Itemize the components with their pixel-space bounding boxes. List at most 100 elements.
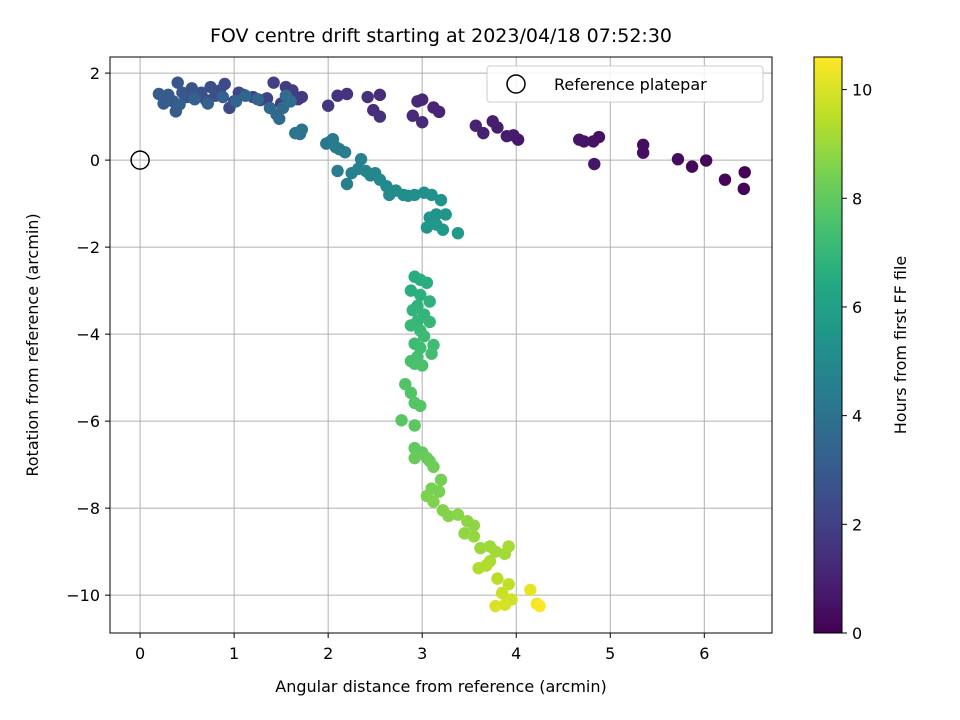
x-tick-label: 1 bbox=[229, 644, 239, 663]
x-tick-label: 5 bbox=[605, 644, 615, 663]
chart-title: FOV centre drift starting at 2023/04/18 … bbox=[210, 25, 672, 47]
data-point bbox=[176, 86, 189, 99]
data-point bbox=[439, 208, 452, 221]
data-point bbox=[486, 115, 499, 128]
plot-frame bbox=[109, 56, 773, 634]
data-point bbox=[588, 157, 601, 171]
data-point bbox=[251, 92, 264, 106]
data-point bbox=[427, 101, 440, 114]
data-point bbox=[152, 87, 166, 101]
data-point bbox=[425, 347, 438, 360]
data-point bbox=[489, 545, 502, 558]
data-point bbox=[157, 97, 170, 110]
data-point bbox=[408, 188, 421, 202]
legend-label-reference: Reference platepar bbox=[554, 75, 707, 94]
data-point bbox=[498, 598, 512, 611]
y-tick-label: −2 bbox=[76, 238, 100, 257]
x-tick-label: 2 bbox=[323, 644, 333, 663]
colorbar-tick-label: 10 bbox=[852, 81, 872, 100]
data-point bbox=[491, 572, 504, 585]
data-point bbox=[415, 116, 429, 129]
data-point bbox=[451, 508, 465, 521]
data-point bbox=[434, 473, 448, 487]
data-point bbox=[340, 177, 354, 191]
grid-lines bbox=[110, 57, 772, 633]
data-point bbox=[414, 288, 427, 302]
data-point bbox=[204, 80, 217, 94]
data-point bbox=[442, 509, 455, 523]
data-point bbox=[171, 76, 184, 89]
reference-platepar-marker bbox=[130, 150, 150, 170]
legend-box bbox=[486, 65, 764, 103]
data-point bbox=[423, 295, 436, 308]
data-point bbox=[267, 76, 280, 89]
y-tick-label: −8 bbox=[76, 499, 100, 518]
x-tick-label: 6 bbox=[699, 644, 709, 663]
data-point bbox=[273, 112, 286, 125]
data-point bbox=[415, 359, 429, 372]
colorbar-gradient bbox=[813, 56, 843, 634]
data-point bbox=[718, 173, 732, 186]
data-point bbox=[406, 109, 419, 122]
data-point bbox=[432, 485, 446, 498]
data-point bbox=[404, 284, 418, 297]
colorbar-ticks: 0 2 4 6 8 10 bbox=[842, 81, 872, 643]
y-axis-ticks: 2 0 −2 −4 −6 −8 −10 bbox=[66, 64, 110, 605]
colorbar-label: Hours from first FF file bbox=[891, 256, 910, 435]
data-point bbox=[321, 99, 335, 112]
data-point bbox=[489, 599, 502, 613]
data-point bbox=[685, 160, 699, 173]
colorbar: 0 2 4 6 8 10 Hours from first FF file bbox=[813, 56, 910, 643]
data-point bbox=[524, 583, 537, 597]
data-point bbox=[414, 399, 427, 413]
data-point bbox=[737, 182, 750, 196]
data-point bbox=[467, 519, 481, 532]
data-point bbox=[502, 540, 515, 553]
data-point bbox=[404, 386, 418, 400]
data-point bbox=[340, 87, 354, 101]
data-point bbox=[636, 146, 650, 159]
x-axis-label: Angular distance from reference (arcmin) bbox=[275, 677, 606, 696]
x-axis-ticks: 0 1 2 3 4 5 6 bbox=[135, 633, 709, 663]
data-point bbox=[469, 119, 482, 132]
data-point bbox=[406, 303, 419, 317]
data-point bbox=[361, 90, 374, 104]
data-points bbox=[130, 76, 751, 613]
data-point bbox=[289, 126, 302, 140]
data-point bbox=[425, 188, 438, 202]
data-point bbox=[423, 315, 436, 329]
legend-marker-reference bbox=[506, 74, 526, 94]
data-point bbox=[201, 97, 214, 110]
data-point bbox=[500, 129, 514, 143]
data-point bbox=[331, 89, 344, 102]
data-point bbox=[239, 89, 252, 102]
data-point bbox=[216, 90, 230, 104]
data-point bbox=[467, 530, 481, 543]
colorbar-tick-label: 0 bbox=[852, 624, 862, 643]
colorbar-tick-label: 4 bbox=[852, 407, 862, 426]
data-point bbox=[671, 153, 685, 166]
x-tick-label: 3 bbox=[417, 644, 427, 663]
data-point bbox=[331, 164, 344, 178]
data-point bbox=[427, 495, 440, 508]
data-point bbox=[495, 586, 509, 600]
data-point bbox=[279, 80, 293, 94]
x-tick-label: 0 bbox=[135, 644, 145, 663]
data-point bbox=[338, 146, 352, 159]
data-point bbox=[458, 527, 471, 540]
data-point bbox=[451, 226, 465, 240]
data-point bbox=[173, 98, 186, 111]
legend: Reference platepar bbox=[486, 65, 764, 103]
data-point bbox=[587, 135, 600, 148]
colorbar-tick-label: 8 bbox=[852, 189, 862, 208]
data-point bbox=[474, 541, 487, 555]
data-point bbox=[408, 451, 421, 465]
data-point bbox=[408, 419, 421, 432]
data-point bbox=[284, 95, 297, 108]
data-point bbox=[699, 154, 713, 167]
y-tick-label: −4 bbox=[76, 325, 100, 344]
data-point bbox=[417, 330, 431, 343]
data-point bbox=[354, 153, 368, 166]
colorbar-tick-label: 6 bbox=[852, 298, 862, 317]
